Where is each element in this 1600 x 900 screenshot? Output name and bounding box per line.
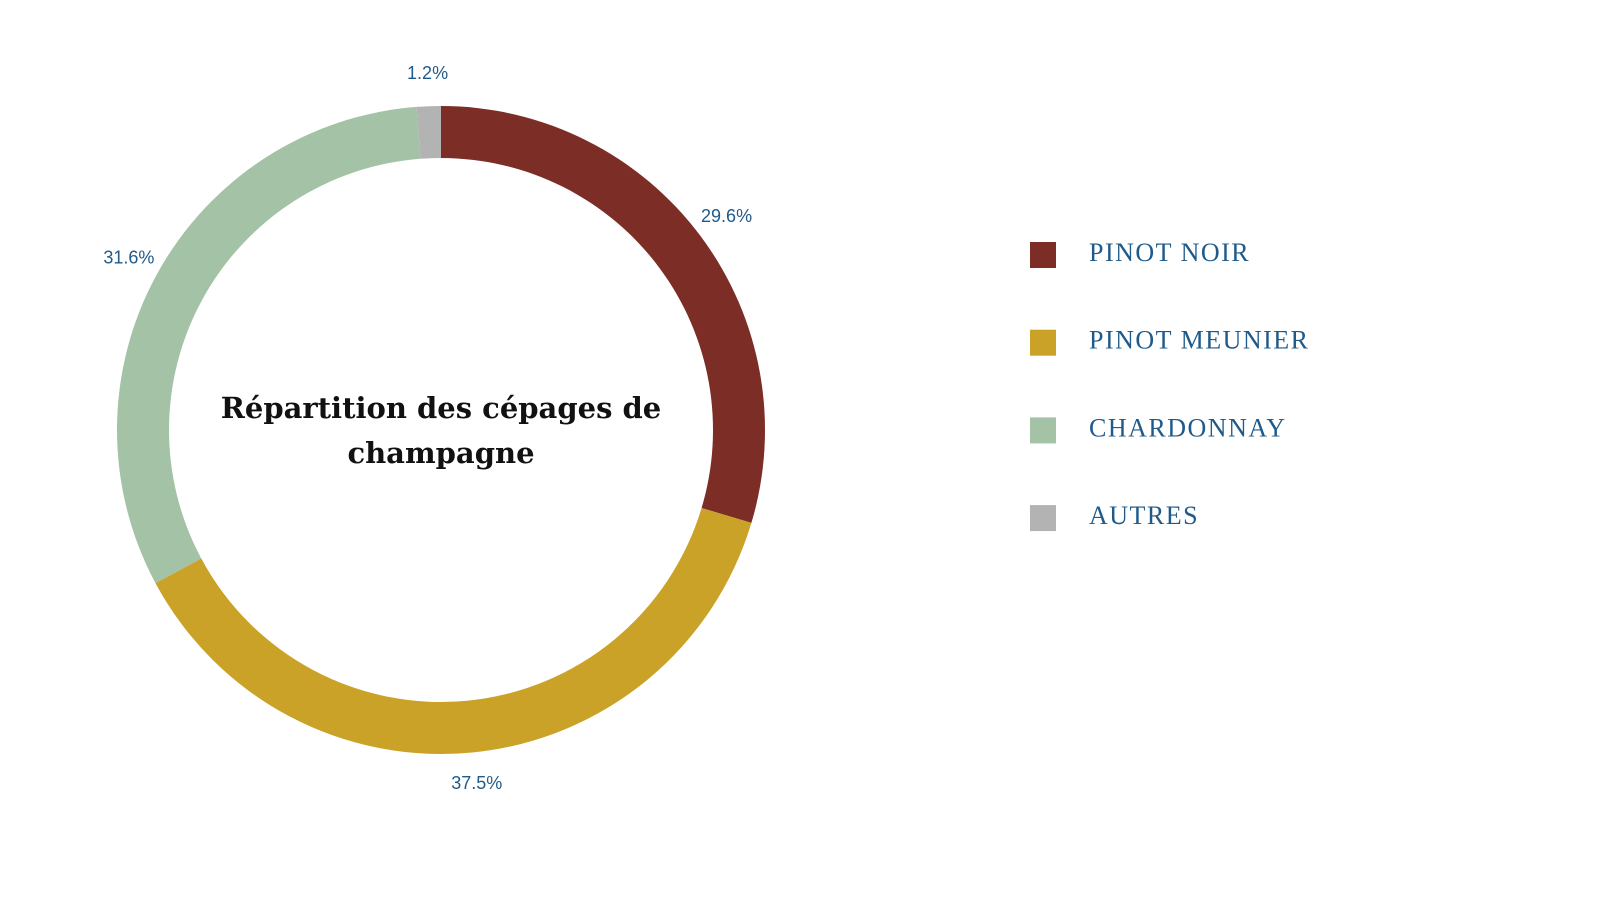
- legend-label: PINOT MEUNIER: [1089, 326, 1310, 355]
- donut-segment: [116, 106, 421, 584]
- legend-swatch: [1030, 242, 1056, 268]
- legend-label: CHARDONNAY: [1089, 413, 1287, 442]
- chart-title: Répartition des cépages de champagne: [220, 391, 662, 470]
- value-label: 31.6%: [103, 248, 154, 268]
- value-label: 29.6%: [701, 206, 752, 226]
- value-label: 37.5%: [451, 773, 502, 793]
- legend-swatch: [1030, 505, 1056, 532]
- legend-swatch: [1030, 329, 1056, 356]
- donut-segment: [441, 106, 766, 523]
- value-label: 1.2%: [407, 63, 448, 83]
- donut-segment: [416, 106, 441, 159]
- legend-swatch: [1030, 417, 1056, 444]
- donut-segment: [155, 508, 752, 754]
- legend-label: AUTRES: [1089, 501, 1199, 530]
- legend-label: PINOT NOIR: [1089, 238, 1250, 267]
